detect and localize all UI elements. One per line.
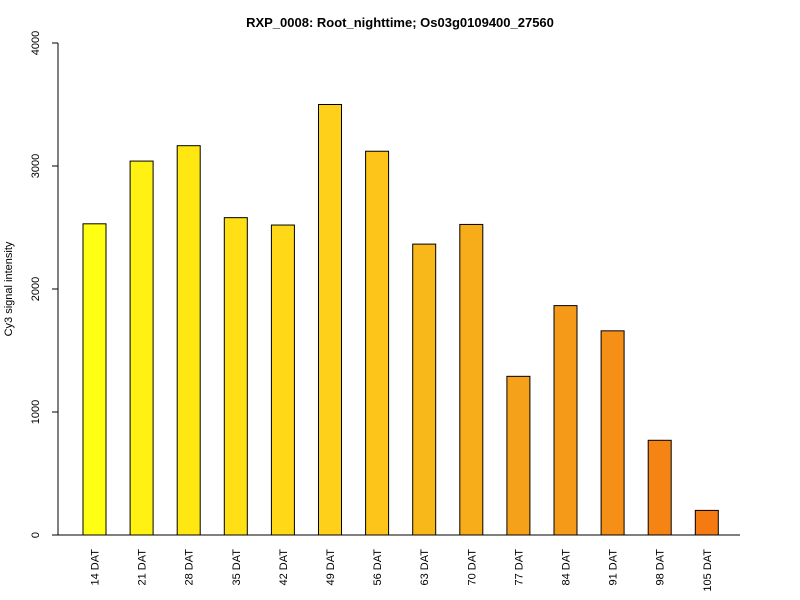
x-tick-label: 63 DAT [419, 549, 431, 586]
x-tick-label: 105 DAT [702, 549, 714, 592]
x-tick-label: 28 DAT [184, 549, 196, 586]
bar [82, 223, 107, 536]
y-axis: 0 1000 2000 3000 4000 [30, 31, 59, 538]
x-tick-label: 35 DAT [231, 549, 243, 586]
x-tick-label: 77 DAT [513, 549, 525, 586]
bar [223, 217, 248, 536]
y-tick-label: 0 [30, 532, 42, 538]
bar [365, 150, 390, 536]
bar [694, 509, 719, 536]
bar [553, 305, 578, 536]
x-tick-label: 49 DAT [325, 549, 337, 586]
bar [270, 224, 295, 536]
x-tick-label: 98 DAT [655, 549, 667, 586]
bar [600, 330, 625, 536]
bars [82, 104, 719, 536]
x-tick-label: 14 DAT [90, 549, 102, 586]
x-tick-label: 91 DAT [608, 549, 620, 586]
bar [647, 439, 672, 536]
y-tick-label: 3000 [30, 154, 42, 178]
bar [459, 223, 484, 536]
x-tick-label: 21 DAT [137, 549, 149, 586]
x-tick-label: 42 DAT [278, 549, 290, 586]
y-tick-label: 2000 [30, 277, 42, 301]
bar [412, 243, 437, 536]
x-tick-label: 56 DAT [372, 549, 384, 586]
y-tick-label: 1000 [30, 400, 42, 424]
chart-title: RXP_0008: Root_nighttime; Os03g0109400_2… [246, 15, 554, 30]
y-axis-label: Cy3 signal intensity [3, 241, 15, 336]
x-axis: 14 DAT 21 DAT 28 DAT 35 DAT 42 DAT 49 DAT 56 D… [58, 534, 740, 592]
bar [176, 145, 201, 536]
bar [318, 104, 342, 536]
bar [506, 375, 531, 536]
x-tick-label: 70 DAT [466, 549, 478, 586]
bar [129, 160, 154, 536]
x-tick-label: 84 DAT [561, 549, 573, 586]
y-tick-label: 4000 [30, 31, 42, 55]
